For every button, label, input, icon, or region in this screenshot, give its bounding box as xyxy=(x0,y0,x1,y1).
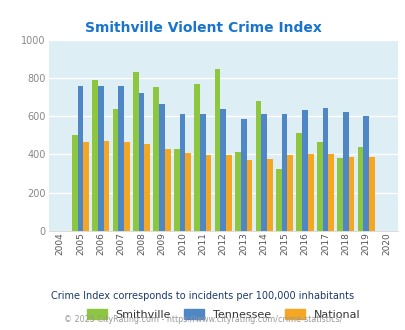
Bar xyxy=(337,158,342,231)
Bar xyxy=(144,144,150,231)
Bar xyxy=(281,114,287,231)
Bar xyxy=(133,72,139,231)
Text: Crime Index corresponds to incidents per 100,000 inhabitants: Crime Index corresponds to incidents per… xyxy=(51,291,354,301)
Bar xyxy=(200,114,205,231)
Bar xyxy=(83,142,89,231)
Bar xyxy=(287,155,292,231)
Bar xyxy=(234,151,240,231)
Bar xyxy=(185,153,191,231)
Bar xyxy=(77,85,83,231)
Bar xyxy=(103,141,109,231)
Bar xyxy=(246,160,252,231)
Bar xyxy=(316,142,322,231)
Bar xyxy=(173,149,179,231)
Bar xyxy=(124,142,130,231)
Bar xyxy=(342,112,348,231)
Bar xyxy=(92,80,98,231)
Bar xyxy=(328,154,333,231)
Bar xyxy=(205,155,211,231)
Bar xyxy=(362,116,368,231)
Bar xyxy=(348,157,354,231)
Bar xyxy=(98,85,103,231)
Bar xyxy=(153,87,159,231)
Bar xyxy=(220,110,226,231)
Legend: Smithville, Tennessee, National: Smithville, Tennessee, National xyxy=(86,309,359,320)
Bar xyxy=(307,154,313,231)
Bar xyxy=(240,119,246,231)
Bar xyxy=(322,108,328,231)
Text: © 2025 CityRating.com - https://www.cityrating.com/crime-statistics/: © 2025 CityRating.com - https://www.city… xyxy=(64,315,341,324)
Bar xyxy=(296,133,301,231)
Bar xyxy=(261,114,266,231)
Text: Smithville Violent Crime Index: Smithville Violent Crime Index xyxy=(84,21,321,35)
Bar xyxy=(179,114,185,231)
Bar xyxy=(357,147,362,231)
Bar xyxy=(368,157,374,231)
Bar xyxy=(301,111,307,231)
Bar xyxy=(139,93,144,231)
Bar xyxy=(226,155,231,231)
Bar xyxy=(266,159,272,231)
Bar xyxy=(194,83,200,231)
Bar xyxy=(118,86,124,231)
Bar xyxy=(72,135,77,231)
Bar xyxy=(255,101,261,231)
Bar xyxy=(159,104,164,231)
Bar xyxy=(164,149,170,231)
Bar xyxy=(112,110,118,231)
Bar xyxy=(214,69,220,231)
Bar xyxy=(275,169,281,231)
